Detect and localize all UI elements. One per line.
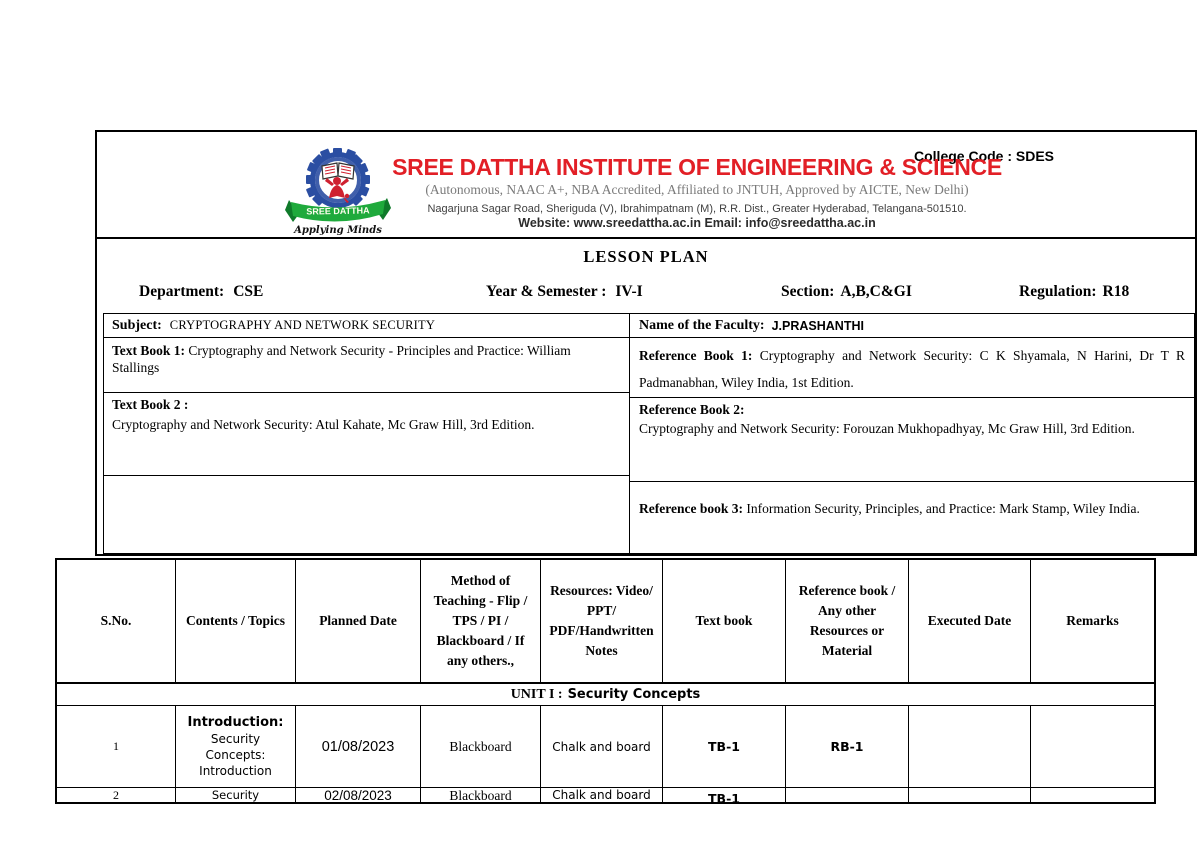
row1-topic-text: Security Concepts: Introduction <box>199 731 272 778</box>
row2-planned-date: 02/08/2023 <box>296 788 421 802</box>
row1-topic-heading: Introduction: <box>187 714 284 730</box>
reference-book-1-text: Cryptography and Network Security: C K S… <box>639 348 1186 390</box>
textbook-2-cell: Text Book 2 : Cryptography and Network S… <box>104 393 629 476</box>
reference-book-3-cell: Reference book 3: Information Security, … <box>630 482 1194 553</box>
plan-table-header-row: S.No. Contents / Topics Planned Date Met… <box>57 560 1154 684</box>
subject-label: Subject: <box>112 317 162 333</box>
header-textbook: Text book <box>663 560 786 682</box>
header-sno: S.No. <box>57 560 176 682</box>
header-executed: Executed Date <box>909 560 1031 682</box>
person-icon <box>325 177 350 203</box>
institute-header-table: College Code : SDES <box>95 130 1197 556</box>
row2-executed <box>909 788 1031 802</box>
textbook-1-text: Cryptography and Network Security - Prin… <box>112 343 571 375</box>
department-value: CSE <box>233 283 264 300</box>
table-row: 1 Introduction: Security Concepts: Intro… <box>57 706 1154 788</box>
reference-book-1-cell: Reference Book 1: Cryptography and Netwo… <box>630 338 1194 398</box>
textbook-1-cell: Text Book 1: Cryptography and Network Se… <box>104 338 629 393</box>
row2-refbook <box>786 788 909 802</box>
regulation-value: R18 <box>1102 283 1130 300</box>
books-table: Subject: CRYPTOGRAPHY AND NETWORK SECURI… <box>103 313 1195 554</box>
year-semester-value: IV-I <box>615 283 643 300</box>
textbook-2-label: Text Book 2 : <box>112 397 189 412</box>
faculty-value: J.PRASHANTHI <box>771 318 864 333</box>
ribbon-text: SREE DATTHA <box>306 205 370 216</box>
row2-remarks <box>1031 788 1154 802</box>
institute-address: Nagarjuna Sagar Road, Sheriguda (V), Ibr… <box>427 203 967 215</box>
course-meta-row: Department: CSE Year & Semester : IV-I Sec… <box>97 275 1195 313</box>
reference-book-2-cell: Reference Book 2: Cryptography and Netwo… <box>630 398 1194 482</box>
year-semester-label: Year & Semester : <box>486 283 607 300</box>
header-reference: Reference book / Any other Resources or … <box>786 560 909 682</box>
row2-method: Blackboard <box>421 788 541 802</box>
textbook-1-label: Text Book 1: <box>112 343 186 358</box>
header-contents: Contents / Topics <box>176 560 296 682</box>
lesson-plan-table: S.No. Contents / Topics Planned Date Met… <box>55 558 1156 804</box>
institute-contact: Website: www.sreedattha.ac.in Email: inf… <box>518 216 876 230</box>
unit-label: UNIT I : <box>510 686 563 702</box>
department-field: Department: CSE <box>139 283 263 301</box>
year-semester-field: Year & Semester : IV-I <box>486 283 643 301</box>
reference-book-2-text: Cryptography and Network Security: Forou… <box>639 421 1135 436</box>
row1-topic: Introduction: Security Concepts: Introdu… <box>176 706 296 787</box>
institute-name: SREE DATTHA INSTITUTE OF ENGINEERING & S… <box>392 154 1002 180</box>
row1-executed <box>909 706 1031 787</box>
row1-sno: 1 <box>57 706 176 787</box>
table-row: 2 Security 02/08/2023 Blackboard Chalk a… <box>57 788 1154 804</box>
header-remarks: Remarks <box>1066 613 1119 628</box>
header-method: Method of Teaching - Flip / TPS / PI / B… <box>421 560 541 682</box>
textbook-2-text: Cryptography and Network Security: Atul … <box>112 417 535 432</box>
reference-book-3-label: Reference book 3: <box>639 501 743 516</box>
reference-book-1-label: Reference Book 1: <box>639 348 753 363</box>
book-icon <box>321 162 355 180</box>
header-resources: Resources: Video/ PPT/ PDF/Handwritten N… <box>541 560 663 682</box>
regulation-label: Regulation: <box>1019 283 1097 300</box>
college-code: College Code : SDES <box>914 148 1055 164</box>
header-planned-date: Planned Date <box>296 560 421 682</box>
subject-value: CRYPTOGRAPHY AND NETWORK SECURITY <box>169 318 436 332</box>
empty-cell <box>104 476 629 553</box>
institute-banner: College Code : SDES <box>97 132 1195 239</box>
row1-refbook: RB-1 <box>786 706 909 787</box>
row1-method: Blackboard <box>421 706 541 787</box>
row2-resources: Chalk and board <box>541 788 663 802</box>
row2-sno: 2 <box>57 788 176 802</box>
reference-book-2-label: Reference Book 2: <box>639 402 745 417</box>
faculty-cell: Name of the Faculty: J.PRASHANTHI <box>630 314 1194 338</box>
section-value: A,B,C&GI <box>840 283 912 300</box>
row1-resources: Chalk and board <box>541 706 663 787</box>
row1-textbook: TB-1 <box>663 706 786 787</box>
row1-remarks <box>1031 706 1154 787</box>
institute-accreditation: (Autonomous, NAAC A+, NBA Accredited, Af… <box>425 182 969 197</box>
logo-tagline: Applying Minds <box>293 225 382 236</box>
ribbon-banner: SREE DATTHA <box>285 198 391 222</box>
department-label: Department: <box>139 283 225 300</box>
subject-cell: Subject: CRYPTOGRAPHY AND NETWORK SECURI… <box>104 314 629 338</box>
faculty-label: Name of the Faculty: <box>639 317 765 333</box>
row1-planned-date: 01/08/2023 <box>296 706 421 787</box>
row2-textbook: TB-1 <box>663 788 786 802</box>
regulation-field: Regulation: R18 <box>1019 283 1129 301</box>
reference-book-3-text: Information Security, Principles, and Pr… <box>746 501 1140 516</box>
institute-logo-icon: SREE DATTHA Applying Minds <box>285 148 391 236</box>
row2-topic: Security <box>176 788 296 802</box>
unit-title: Security Concepts <box>567 687 701 702</box>
unit-header-row: UNIT I : Security Concepts <box>57 684 1154 706</box>
document-title: LESSON PLAN <box>583 247 709 266</box>
section-label: Section: <box>781 283 835 300</box>
section-field: Section: A,B,C&GI <box>781 283 912 301</box>
institute-text-block: SREE DATTHA INSTITUTE OF ENGINEERING & S… <box>347 154 1047 230</box>
